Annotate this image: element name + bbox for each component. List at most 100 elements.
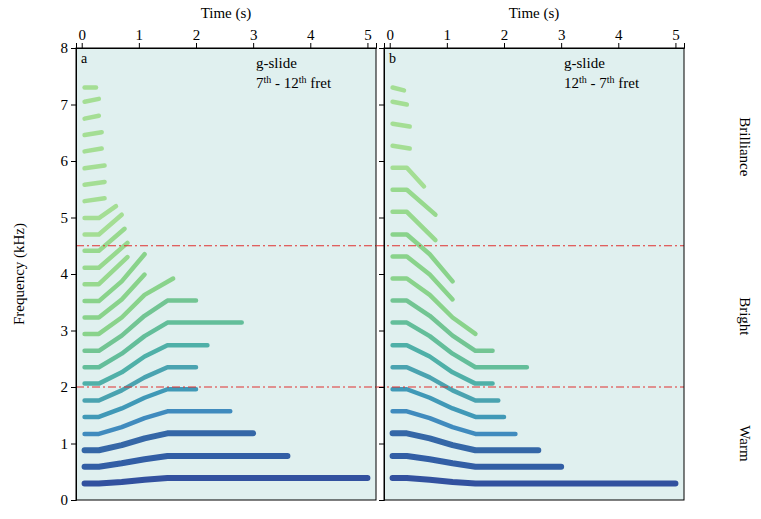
x-tick: 1	[136, 27, 144, 48]
reference-line	[76, 386, 376, 387]
harmonic-line	[85, 433, 254, 450]
y-tick-mark	[71, 48, 76, 49]
x-tick: 2	[193, 27, 201, 48]
x-axis-title: Time (s)	[201, 5, 252, 22]
panel: 012345Time (s)bg-slide12th - 7th fretBri…	[376, 5, 753, 501]
x-tick-label: 4	[615, 27, 623, 43]
y-tick: 6	[61, 153, 77, 169]
reference-line	[376, 245, 684, 246]
harmonic-line	[393, 146, 410, 149]
y-tick-mark	[71, 218, 76, 219]
y-tick: 4	[61, 266, 77, 282]
y-tick-mark	[379, 444, 384, 445]
harmonic-line	[85, 478, 368, 484]
harmonic-line	[393, 279, 476, 334]
harmonic-line	[393, 190, 436, 215]
x-tick: 4	[307, 27, 315, 48]
y-tick-label: 8	[61, 40, 69, 56]
y-tick	[379, 105, 384, 106]
x-tick: 4	[615, 27, 623, 48]
panel-label: a	[81, 51, 88, 66]
x-tick-mark	[310, 43, 311, 48]
superscript: th	[264, 74, 272, 85]
superscript: th	[299, 74, 307, 85]
x-tick-label: 5	[672, 27, 680, 43]
harmonic-line	[85, 166, 105, 169]
x-tick: 0	[78, 27, 86, 48]
y-tick: 8	[61, 40, 77, 56]
y-tick-mark	[71, 105, 76, 106]
y-tick-label: 6	[61, 153, 69, 169]
harmonic-line	[85, 254, 145, 301]
y-tick: 5	[61, 210, 77, 226]
y-tick	[379, 387, 384, 388]
y-tick-label: 4	[61, 266, 69, 282]
x-tick: 0	[386, 27, 394, 48]
y-tick-label: 3	[61, 323, 69, 339]
harmonic-line	[393, 256, 453, 299]
text-part: - 12	[271, 75, 299, 91]
y-tick-mark	[379, 161, 384, 162]
superscript: th	[579, 74, 587, 85]
y-tick	[379, 48, 384, 49]
x-tick-mark	[504, 43, 505, 48]
y-tick-mark	[71, 161, 76, 162]
y-tick: 2	[61, 379, 77, 395]
y-tick-label: 1	[61, 436, 69, 452]
x-tick-label: 2	[501, 27, 509, 43]
harmonic-line	[393, 456, 562, 467]
y-tick-label: 5	[61, 210, 69, 226]
harmonic-line	[393, 389, 504, 417]
annotation: 7th - 12th fret	[256, 74, 332, 91]
x-tick-mark	[82, 43, 83, 48]
text-part: g-slide	[256, 55, 297, 71]
harmonic-line	[85, 206, 116, 218]
y-tick	[379, 444, 384, 445]
x-tick-label: 4	[307, 27, 315, 43]
y-tick	[379, 161, 384, 162]
text-part: fret	[615, 75, 640, 91]
y-tick	[379, 331, 384, 332]
harmonic-line	[393, 88, 404, 91]
x-tick-mark	[618, 43, 619, 48]
x-axis: 0 1 2 3 4 5	[385, 27, 685, 49]
marks	[85, 88, 368, 484]
y-axis-line	[71, 49, 77, 501]
panel-label-patch	[387, 51, 399, 67]
y-tick-mark	[379, 274, 384, 275]
x-tick-label: 0	[386, 27, 394, 43]
plot-frame	[76, 48, 376, 500]
annotation: g-slide	[256, 55, 297, 71]
annotation: 12th - 7th fret	[564, 74, 640, 91]
harmonic-line	[393, 411, 516, 434]
y-axis-title: Frequency (kHz)	[11, 223, 28, 325]
text-part: g-slide	[564, 55, 605, 71]
y-axis-line	[379, 49, 385, 501]
harmonic-line	[393, 124, 410, 127]
harmonic-line	[85, 389, 196, 417]
panel: 012345012345678Time (s)Frequency (kHz)ag…	[11, 5, 377, 508]
band-label: Brilliance	[737, 117, 753, 176]
text-part: fret	[307, 75, 332, 91]
x-tick-label: 2	[193, 27, 201, 43]
y-axis: 012345678	[61, 40, 77, 508]
x-tick: 5	[364, 27, 372, 48]
harmonic-line	[85, 198, 105, 201]
y-tick: 0	[61, 492, 77, 508]
y-tick-mark	[71, 444, 76, 445]
x-axis-line	[77, 43, 377, 49]
harmonic-line	[85, 275, 145, 318]
y-tick-mark	[71, 387, 76, 388]
annotation: g-slide	[564, 55, 605, 71]
plot-area	[384, 48, 684, 500]
x-tick-label: 3	[558, 27, 566, 43]
harmonic-line	[393, 102, 407, 105]
x-tick-label: 0	[78, 27, 86, 43]
x-tick: 3	[250, 27, 258, 48]
superscript: th	[607, 74, 615, 85]
y-tick-mark	[71, 274, 76, 275]
x-tick-mark	[367, 43, 368, 48]
harmonic-line	[85, 99, 99, 102]
x-tick-mark	[561, 43, 562, 48]
x-tick: 1	[444, 27, 452, 48]
